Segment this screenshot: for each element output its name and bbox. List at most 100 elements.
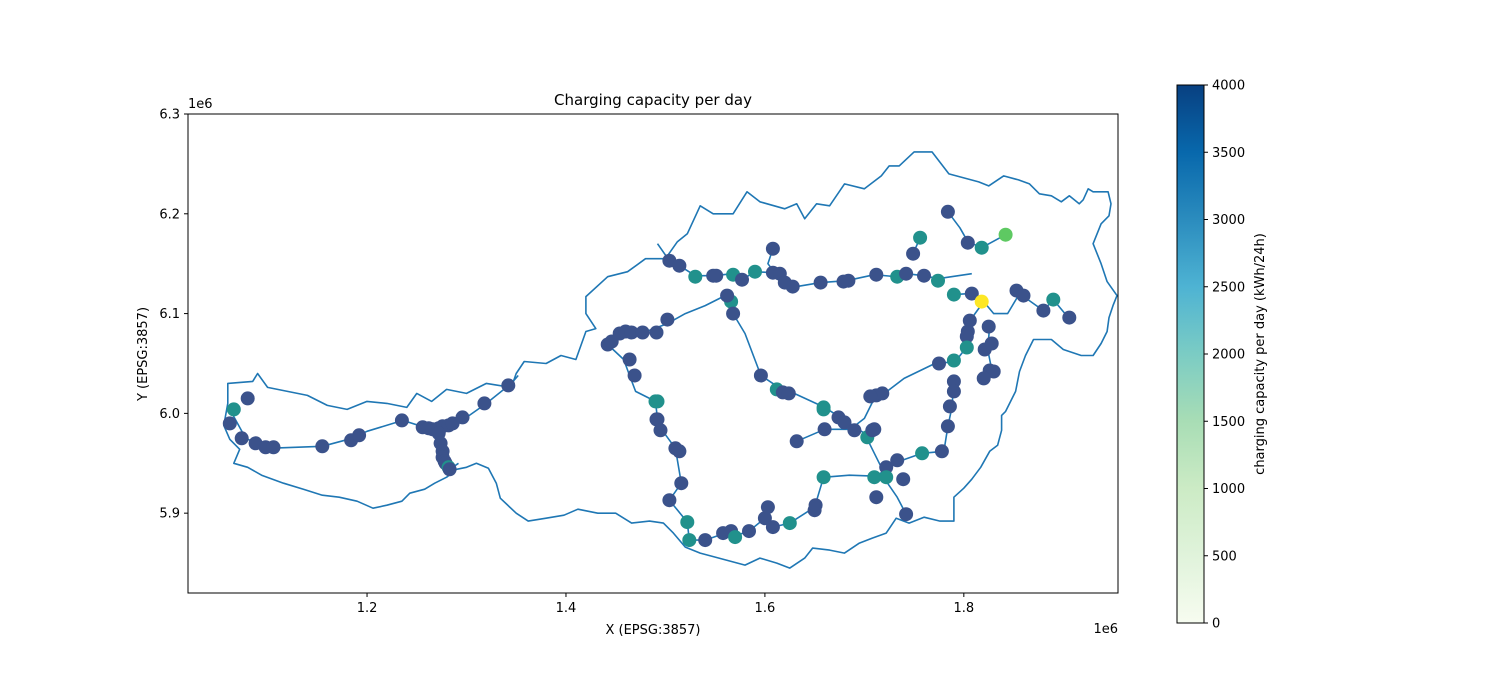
x-tick-label: 1.4 — [556, 601, 577, 616]
x-tick-label: 1.2 — [357, 601, 378, 616]
station-point — [501, 378, 516, 393]
station-point — [649, 325, 664, 340]
station-point — [890, 453, 905, 468]
station-point — [442, 462, 457, 477]
station-point — [765, 241, 780, 256]
colorbar-label: charging capacity per day (kWh/24h) — [1253, 233, 1268, 475]
station-point — [981, 319, 996, 334]
station-point — [841, 273, 856, 288]
station-point — [869, 490, 884, 505]
station-point — [672, 444, 687, 459]
station-point — [622, 352, 637, 367]
station-point — [1016, 288, 1031, 303]
station-point — [998, 227, 1013, 242]
station-point — [234, 431, 249, 446]
station-point — [698, 533, 713, 548]
station-point — [863, 389, 878, 404]
station-point — [648, 394, 663, 409]
y-tick-label: 6.1 — [159, 307, 180, 322]
station-point — [959, 329, 974, 344]
colorbar-tick-label: 2500 — [1212, 280, 1245, 295]
station-point — [946, 374, 961, 389]
station-point — [879, 460, 894, 475]
station-point — [624, 325, 639, 340]
station-point — [680, 515, 695, 530]
station-point — [847, 423, 862, 438]
plot-frame — [187, 113, 1119, 594]
country-outline — [223, 151, 1118, 569]
station-point — [662, 493, 677, 508]
station-point — [477, 396, 492, 411]
station-point — [785, 279, 800, 294]
map-axes: 1.2 1.4 1.6 1.8 5.9 6.0 6.1 6.2 6.3 Charging ca… — [136, 91, 1119, 638]
station-point — [781, 386, 796, 401]
station-point — [753, 368, 768, 383]
station-point — [222, 416, 237, 431]
colorbar-tick-label: 3500 — [1212, 146, 1245, 161]
x-offset-label: 1e6 — [1093, 622, 1118, 637]
station-point — [765, 520, 780, 535]
station-point — [726, 306, 741, 321]
station-point — [946, 353, 961, 368]
station-point — [867, 422, 882, 437]
station-point — [986, 364, 1001, 379]
plot-area — [188, 114, 1118, 593]
station-point — [709, 268, 724, 283]
station-point — [837, 415, 852, 430]
colorbar-tick-label: 1500 — [1212, 415, 1245, 430]
x-tick-label: 1.8 — [953, 601, 974, 616]
station-point — [757, 511, 772, 526]
station-point — [1036, 303, 1051, 318]
station-point — [906, 246, 921, 261]
colorbar-tick-label: 4000 — [1212, 79, 1245, 94]
station-point — [817, 422, 832, 437]
station-point — [660, 312, 675, 327]
y-tick-label: 6.0 — [159, 407, 180, 422]
charging-stations — [222, 204, 1077, 548]
station-point — [974, 240, 989, 255]
station-point — [976, 371, 991, 386]
chart-title: Charging capacity per day — [554, 91, 752, 109]
station-point — [915, 446, 930, 461]
station-point — [816, 470, 831, 485]
station-point — [932, 356, 946, 371]
station-point — [974, 294, 989, 309]
station-point — [808, 498, 823, 513]
station-point — [688, 269, 703, 284]
y-tick-label: 6.3 — [159, 108, 180, 123]
station-point — [672, 258, 687, 273]
station-point — [899, 266, 914, 281]
colorbar-ticks: 0 500 1000 1500 2000 2500 3000 3500 4000 — [1204, 79, 1245, 632]
station-point — [934, 444, 949, 459]
station-point — [959, 340, 974, 355]
station-point — [674, 476, 689, 491]
station-point — [394, 413, 409, 428]
station-point — [913, 230, 928, 245]
station-point — [946, 287, 961, 302]
station-point — [816, 402, 831, 417]
y-axis-label: Y (EPSG:3857) — [136, 307, 151, 402]
station-point — [962, 313, 977, 328]
station-point — [942, 399, 957, 414]
station-point — [455, 410, 470, 425]
colorbar-tick-label: 1000 — [1212, 482, 1245, 497]
station-point — [315, 439, 330, 454]
station-point — [735, 272, 749, 287]
station-point — [813, 275, 828, 290]
station-point — [240, 391, 255, 406]
station-point — [682, 533, 697, 548]
station-point — [1062, 310, 1077, 325]
colorbar-tick-label: 2000 — [1212, 348, 1245, 363]
station-point — [635, 325, 650, 340]
station-point — [720, 288, 735, 303]
station-point — [627, 368, 642, 383]
station-point — [352, 428, 367, 443]
station-point — [1046, 292, 1061, 307]
colorbar-tick-label: 0 — [1212, 617, 1220, 632]
route-line — [824, 381, 955, 478]
station-point — [650, 412, 665, 427]
station-point — [960, 235, 975, 250]
station-point — [728, 530, 743, 545]
station-point — [896, 472, 911, 487]
